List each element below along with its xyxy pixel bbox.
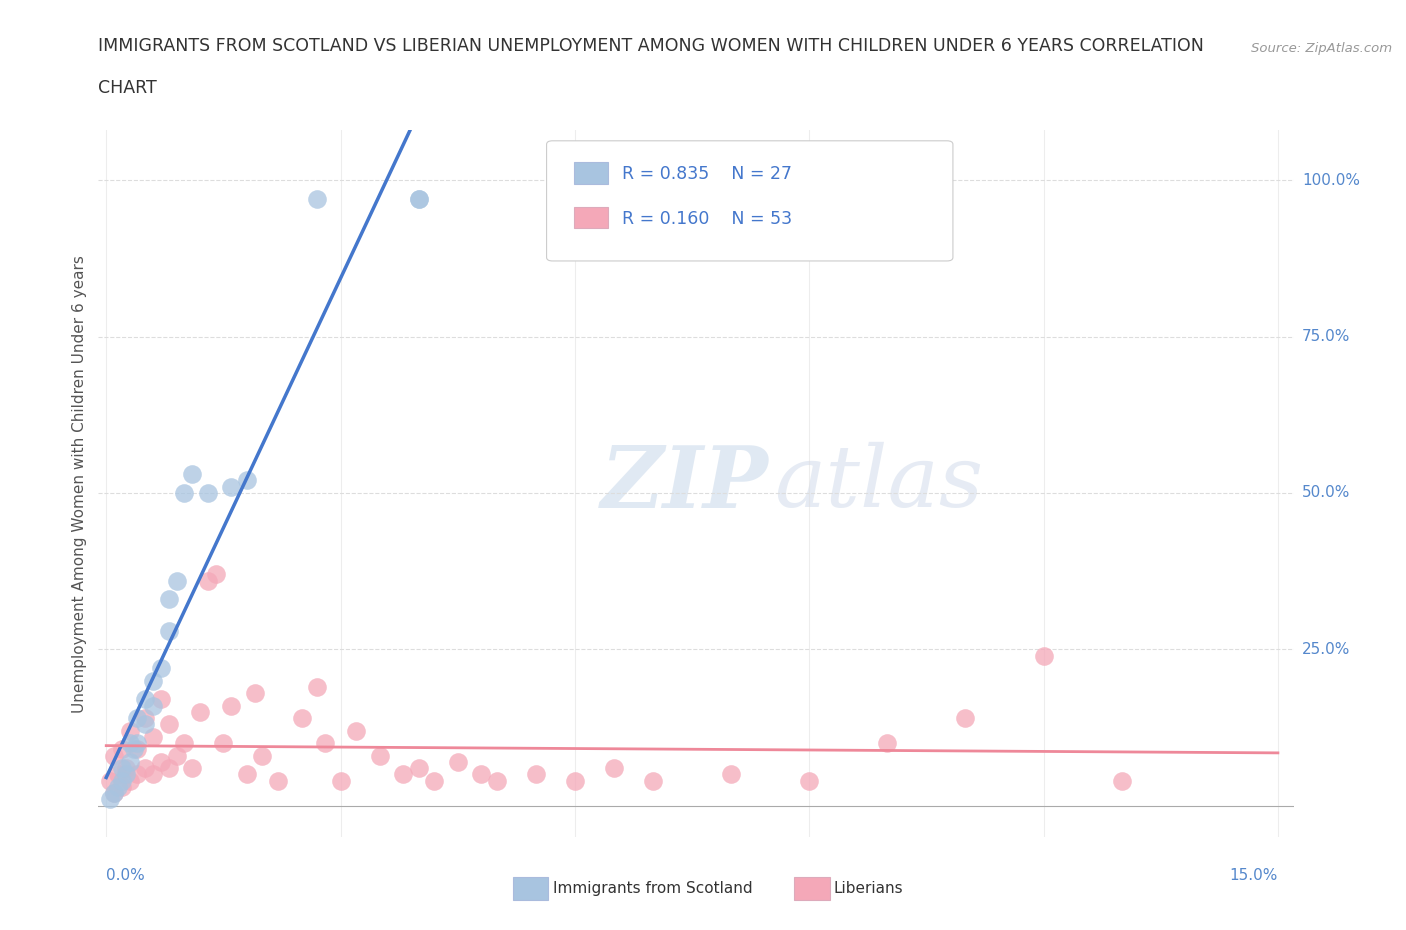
Point	[329, 773, 352, 788]
Text: 25.0%: 25.0%	[1302, 642, 1350, 657]
Point	[157, 591, 180, 606]
Point	[111, 779, 134, 794]
Point	[111, 761, 134, 776]
Point	[470, 767, 492, 782]
Point	[118, 754, 141, 769]
Text: ZIP: ZIP	[600, 442, 768, 525]
Point	[98, 773, 121, 788]
Point	[134, 711, 156, 725]
Point	[344, 724, 367, 738]
Text: R = 0.160    N = 53: R = 0.160 N = 53	[621, 209, 792, 228]
Point	[127, 742, 149, 757]
Point	[142, 698, 165, 713]
Text: 0.0%: 0.0%	[107, 868, 145, 883]
Point	[1111, 773, 1133, 788]
Point	[166, 573, 188, 588]
Point	[107, 779, 129, 794]
Point	[114, 767, 136, 782]
Text: Source: ZipAtlas.com: Source: ZipAtlas.com	[1251, 42, 1392, 55]
Point	[408, 192, 430, 206]
Point	[243, 685, 266, 700]
Point	[603, 761, 626, 776]
Point	[181, 467, 204, 482]
Point	[111, 773, 134, 788]
Text: CHART: CHART	[98, 79, 157, 97]
Point	[392, 767, 415, 782]
Point	[107, 767, 129, 782]
Point	[142, 729, 165, 744]
Point	[307, 680, 329, 695]
Point	[149, 660, 172, 675]
Text: atlas: atlas	[773, 443, 983, 525]
Text: 50.0%: 50.0%	[1302, 485, 1350, 500]
Point	[134, 717, 156, 732]
Point	[118, 724, 141, 738]
Point	[1032, 648, 1054, 663]
Point	[212, 736, 235, 751]
Text: Liberians: Liberians	[834, 881, 904, 896]
Point	[314, 736, 336, 751]
Point	[149, 692, 172, 707]
FancyBboxPatch shape	[547, 140, 953, 261]
Point	[219, 479, 242, 494]
Text: 100.0%: 100.0%	[1302, 173, 1360, 188]
Point	[641, 773, 664, 788]
Point	[447, 754, 470, 769]
Bar	[574, 162, 607, 184]
Text: IMMIGRANTS FROM SCOTLAND VS LIBERIAN UNEMPLOYMENT AMONG WOMEN WITH CHILDREN UNDE: IMMIGRANTS FROM SCOTLAND VS LIBERIAN UNE…	[98, 37, 1205, 55]
Point	[142, 673, 165, 688]
Text: R = 0.835    N = 27: R = 0.835 N = 27	[621, 165, 792, 183]
Point	[127, 736, 149, 751]
Point	[197, 573, 219, 588]
Point	[799, 773, 821, 788]
Point	[252, 749, 274, 764]
Point	[485, 773, 508, 788]
Point	[114, 761, 136, 776]
Point	[166, 749, 188, 764]
Point	[368, 749, 391, 764]
Bar	[574, 206, 607, 229]
Point	[564, 773, 586, 788]
Point	[157, 623, 180, 638]
Point	[204, 567, 226, 582]
Point	[955, 711, 977, 725]
Point	[524, 767, 547, 782]
Point	[118, 773, 141, 788]
Point	[197, 485, 219, 500]
Point	[157, 761, 180, 776]
Point	[98, 792, 121, 807]
Point	[103, 786, 125, 801]
Point	[236, 473, 259, 488]
Point	[181, 761, 204, 776]
Point	[134, 761, 156, 776]
Point	[290, 711, 312, 725]
Y-axis label: Unemployment Among Women with Children Under 6 years: Unemployment Among Women with Children U…	[72, 255, 87, 712]
Point	[103, 786, 125, 801]
Text: 75.0%: 75.0%	[1302, 329, 1350, 344]
Point	[173, 485, 195, 500]
Point	[408, 192, 430, 206]
Point	[236, 767, 259, 782]
Point	[142, 767, 165, 782]
Point	[423, 773, 446, 788]
Point	[127, 767, 149, 782]
Point	[219, 698, 242, 713]
Point	[188, 704, 211, 719]
Point	[122, 742, 145, 757]
Text: Immigrants from Scotland: Immigrants from Scotland	[553, 881, 752, 896]
Text: 15.0%: 15.0%	[1229, 868, 1278, 883]
Point	[720, 767, 742, 782]
Point	[267, 773, 290, 788]
Point	[408, 761, 430, 776]
Point	[103, 749, 125, 764]
Point	[149, 754, 172, 769]
Point	[173, 736, 195, 751]
Point	[127, 711, 149, 725]
Point	[134, 692, 156, 707]
Point	[307, 192, 329, 206]
Point	[876, 736, 898, 751]
Point	[118, 736, 141, 751]
Point	[111, 742, 134, 757]
Point	[157, 717, 180, 732]
